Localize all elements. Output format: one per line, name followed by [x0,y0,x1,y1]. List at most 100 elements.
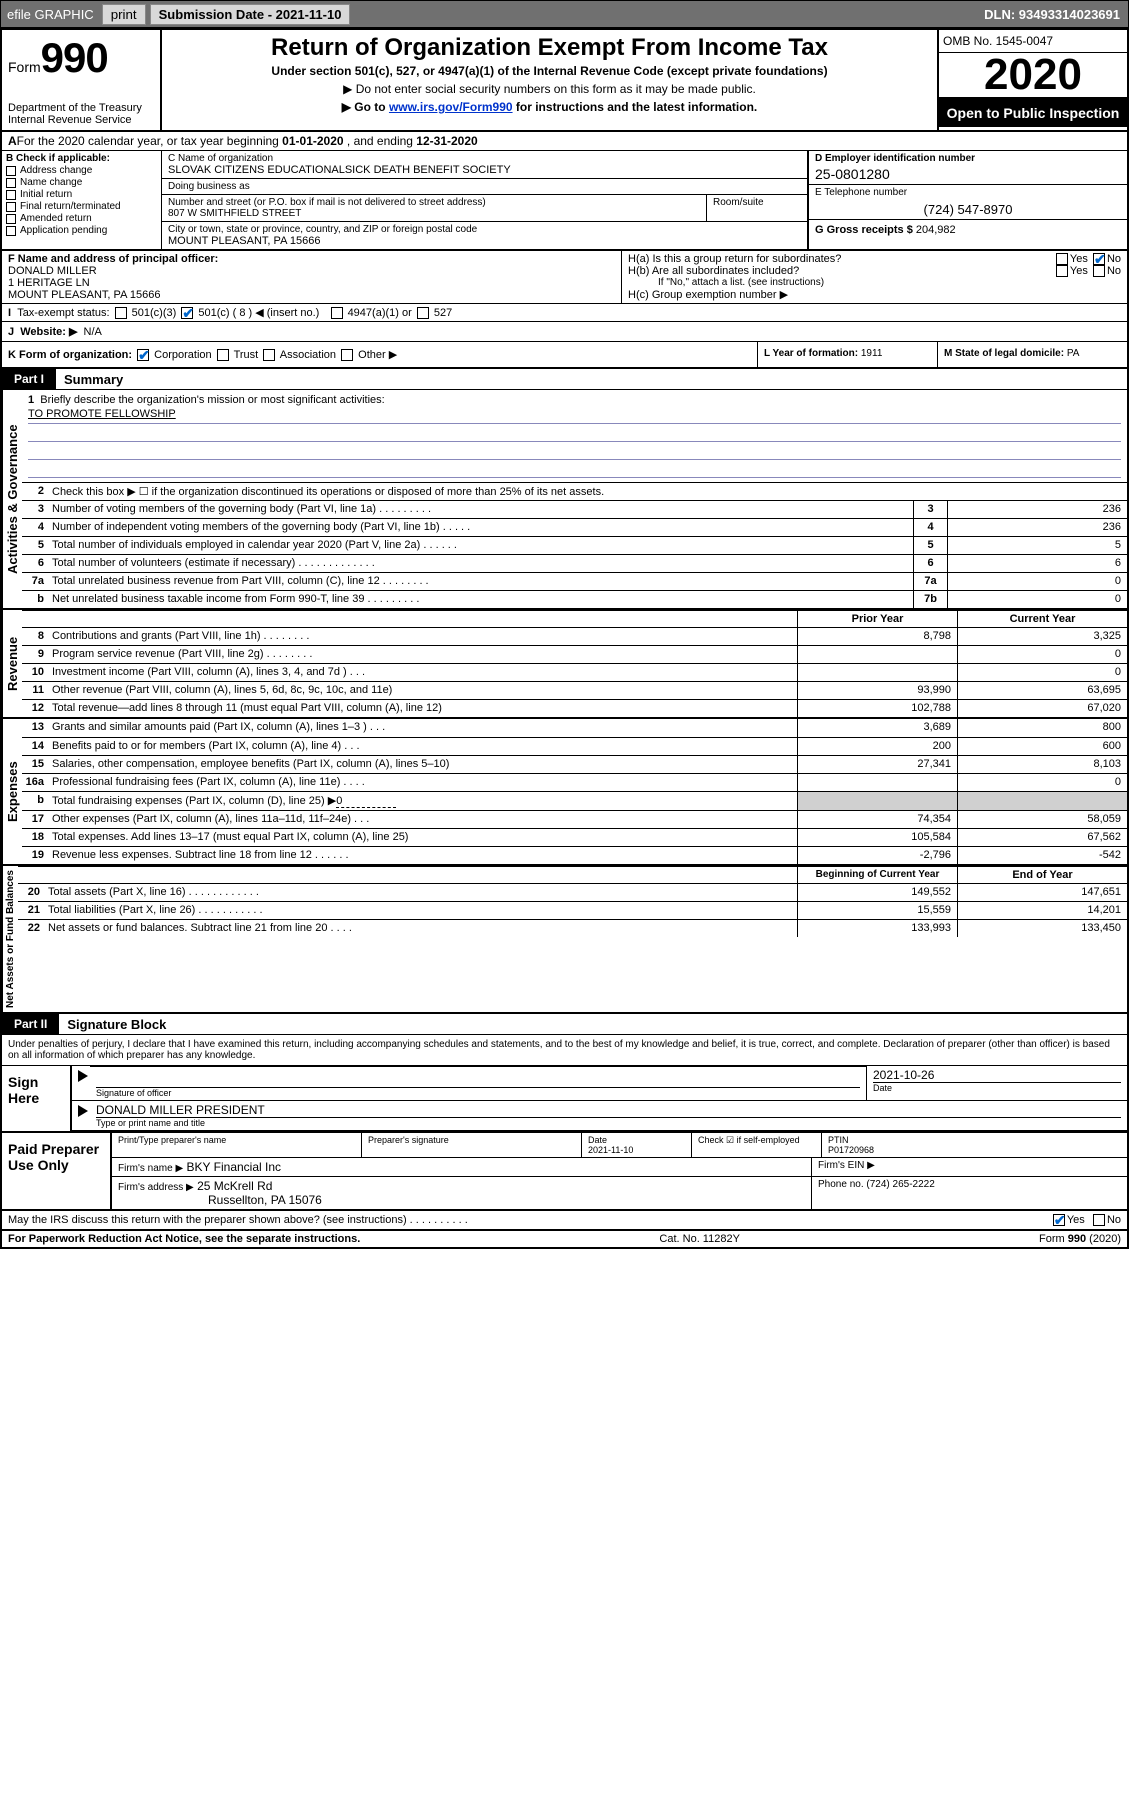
gross-value: 204,982 [916,224,956,236]
firm-phone: (724) 265-2222 [866,1179,934,1190]
form-number: 990 [41,34,108,81]
paid-preparer-section: Paid Preparer Use Only Print/Type prepar… [2,1131,1127,1209]
discuss-yes-checkbox[interactable] [1053,1214,1065,1226]
dln-box: DLN: 93493314023691 [976,7,1128,22]
print-button[interactable]: print [102,4,146,25]
b-label: B Check if applicable: [6,153,157,164]
firm-addr2: Russellton, PA 15076 [208,1193,322,1207]
final-return-checkbox[interactable] [6,202,16,212]
org-name: SLOVAK CITIZENS EDUCATIONALSICK DEATH BE… [168,164,801,176]
discuss-row: May the IRS discuss this return with the… [2,1209,1127,1230]
part1-tab: Part I [2,369,56,389]
section-b: B Check if applicable: Address change Na… [2,151,162,249]
firm-name: BKY Financial Inc [187,1160,282,1174]
section-l: L Year of formation: 1911 [757,342,937,367]
net-assets-label: Net Assets or Fund Balances [2,866,18,1012]
self-employed-check: Check ☑ if self-employed [692,1133,822,1157]
sig-date: 2021-10-26 [873,1068,1121,1082]
beginning-year-hdr: Beginning of Current Year [797,867,957,883]
section-i: I Tax-exempt status: 501(c)(3) 501(c) ( … [2,304,1127,321]
firm-ein-label: Firm's EIN ▶ [812,1158,1127,1176]
hb-yes-checkbox[interactable] [1056,265,1068,277]
501c-checkbox[interactable] [181,307,193,319]
officer-addr1: 1 HERITAGE LN [8,277,615,289]
efile-label: efile GRAPHIC [1,7,100,22]
part2-title: Signature Block [59,1017,166,1032]
revenue-label: Revenue [2,610,22,717]
section-f-h: F Name and address of principal officer:… [2,251,1127,304]
street-address: 807 W SMITHFIELD STREET [168,208,700,219]
q5-value: 5 [947,537,1127,554]
ptin-value: P01720968 [828,1145,874,1155]
room-suite: Room/suite [707,195,807,221]
form-title: Return of Organization Exempt From Incom… [166,34,933,62]
dba-box: Doing business as [162,179,807,195]
header-right: OMB No. 1545-0047 2020 Open to Public In… [937,30,1127,130]
mission-text: TO PROMOTE FELLOWSHIP [28,408,176,420]
pra-notice: For Paperwork Reduction Act Notice, see … [8,1233,360,1245]
corp-checkbox[interactable] [137,349,149,361]
officer-name-title: DONALD MILLER PRESIDENT [96,1103,1121,1117]
perjury-text: Under penalties of perjury, I declare th… [2,1035,1127,1065]
name-change-checkbox[interactable] [6,178,16,188]
website-value: N/A [84,326,102,338]
ha-no-checkbox[interactable] [1093,253,1105,265]
part2-header: Part II Signature Block [2,1014,1127,1035]
assoc-checkbox[interactable] [263,349,275,361]
section-d-g: D Employer identification number 25-0801… [807,151,1127,249]
end-year-hdr: End of Year [957,867,1127,883]
discuss-no-checkbox[interactable] [1093,1214,1105,1226]
form-header: Form990 Department of the Treasury Inter… [2,30,1127,132]
sign-here-label: Sign Here [2,1066,72,1131]
hc-label: H(c) Group exemption number ▶ [628,288,1121,301]
prior-year-hdr: Prior Year [797,611,957,627]
tax-year: 2020 [939,53,1127,99]
year-formation: 1911 [861,348,883,359]
part1-header: Part I Summary [2,369,1127,390]
line-a: AFor the 2020 calendar year, or tax year… [2,132,1127,151]
app-pending-checkbox[interactable] [6,226,16,236]
q7a-value: 0 [947,573,1127,590]
header-mid: Return of Organization Exempt From Incom… [162,30,937,130]
form-subtitle-3: ▶ Go to www.irs.gov/Form990 for instruct… [166,100,933,114]
section-m: M State of legal domicile: PA [937,342,1127,367]
city-state-zip: MOUNT PLEASANT, PA 15666 [168,235,801,247]
officer-name: DONALD MILLER [8,265,615,277]
section-i-row: I Tax-exempt status: 501(c)(3) 501(c) ( … [2,304,1127,322]
sign-here-section: Sign Here Signature of officer 2021-10-2… [2,1065,1127,1131]
arrow-icon [78,1070,88,1082]
527-checkbox[interactable] [417,307,429,319]
ha-yes-checkbox[interactable] [1056,253,1068,265]
revenue-section: Revenue Prior YearCurrent Year 8Contribu… [2,610,1127,719]
section-f: F Name and address of principal officer:… [2,251,622,303]
expenses-label: Expenses [2,719,22,864]
4947-checkbox[interactable] [331,307,343,319]
other-checkbox[interactable] [341,349,353,361]
prep-date: 2021-11-10 [588,1145,633,1155]
q7b-value: 0 [947,591,1127,608]
section-c: C Name of organization SLOVAK CITIZENS E… [162,151,807,249]
firm-addr1: 25 McKrell Rd [197,1179,272,1193]
footer: For Paperwork Reduction Act Notice, see … [2,1230,1127,1247]
irs-link[interactable]: www.irs.gov/Form990 [389,100,513,114]
ein-box: D Employer identification number 25-0801… [809,151,1127,185]
officer-addr2: MOUNT PLEASANT, PA 15666 [8,289,615,301]
submission-date-box: Submission Date - 2021-11-10 [150,4,351,25]
part1-title: Summary [56,372,123,387]
open-public-badge: Open to Public Inspection [939,99,1127,127]
q4-value: 236 [947,519,1127,536]
section-j: J Website: ▶ N/A [2,322,1127,342]
trust-checkbox[interactable] [217,349,229,361]
form-subtitle-2: ▶ Do not enter social security numbers o… [166,82,933,96]
form-subtitle-1: Under section 501(c), 527, or 4947(a)(1)… [166,64,933,78]
city-box: City or town, state or province, country… [162,222,807,249]
governance-section: Activities & Governance 1 Briefly descri… [2,390,1127,610]
address-change-checkbox[interactable] [6,166,16,176]
initial-return-checkbox[interactable] [6,190,16,200]
net-assets-section: Net Assets or Fund Balances Beginning of… [2,866,1127,1014]
phone-box: E Telephone number (724) 547-8970 [809,185,1127,220]
paid-preparer-label: Paid Preparer Use Only [2,1133,112,1209]
cat-no: Cat. No. 11282Y [659,1233,740,1245]
501c3-checkbox[interactable] [115,307,127,319]
amended-return-checkbox[interactable] [6,214,16,224]
